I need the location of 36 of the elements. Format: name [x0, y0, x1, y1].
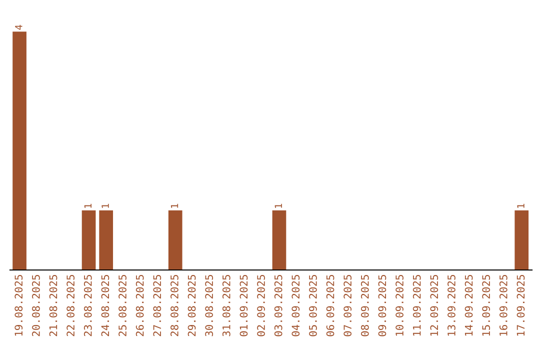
x-tick-label: 26.08.2025: [136, 275, 144, 336]
x-tick-label: 23.08.2025: [84, 275, 92, 336]
x-tick-label: 17.09.2025: [516, 275, 525, 336]
x-tick-label: 08.09.2025: [360, 275, 369, 336]
x-tick-label: 14.09.2025: [464, 275, 473, 336]
x-tick-label: 28.08.2025: [170, 275, 178, 336]
x-tick-label: 25.08.2025: [118, 275, 126, 336]
x-tick-label: 20.08.2025: [32, 275, 40, 336]
x-tick-label: 30.08.2025: [205, 275, 214, 336]
x-tick-label: 24.08.2025: [101, 275, 110, 336]
data-label: 1: [102, 204, 109, 208]
x-tick-label: 10.09.2025: [396, 275, 404, 336]
x-tick-label: 31.08.2025: [222, 275, 230, 336]
x-tick-label: 27.08.2025: [153, 275, 162, 336]
x-tick-label: 02.09.2025: [257, 275, 265, 336]
x-tick-label: 06.09.2025: [326, 275, 334, 336]
x-tick-label: 01.09.2025: [240, 275, 248, 336]
x-tick-label: 29.08.2025: [188, 275, 196, 336]
x-tick-label: 05.09.2025: [309, 275, 317, 336]
x-tick-label: 09.09.2025: [378, 275, 386, 336]
x-tick-label: 21.08.2025: [49, 275, 58, 336]
x-tick-label: 03.09.2025: [274, 275, 282, 336]
x-tick-label: 12.09.2025: [430, 275, 438, 336]
x-tick-label: 11.09.2025: [412, 275, 421, 336]
x-tick-label: 07.09.2025: [344, 275, 352, 336]
x-tick-label: 15.09.2025: [482, 275, 490, 336]
x-tick-label: 04.09.2025: [292, 275, 300, 336]
x-tick-label: 19.08.2025: [14, 275, 23, 336]
x-tick-label: 22.08.2025: [66, 275, 75, 336]
x-tick-label: 13.09.2025: [448, 275, 456, 336]
x-tick-label: 16.09.2025: [499, 275, 508, 336]
data-label: 4: [15, 24, 22, 30]
data-label: 1: [84, 204, 92, 208]
data-label: 1: [170, 204, 178, 208]
data-label: 1: [517, 204, 524, 208]
data-label: 1: [274, 204, 282, 208]
